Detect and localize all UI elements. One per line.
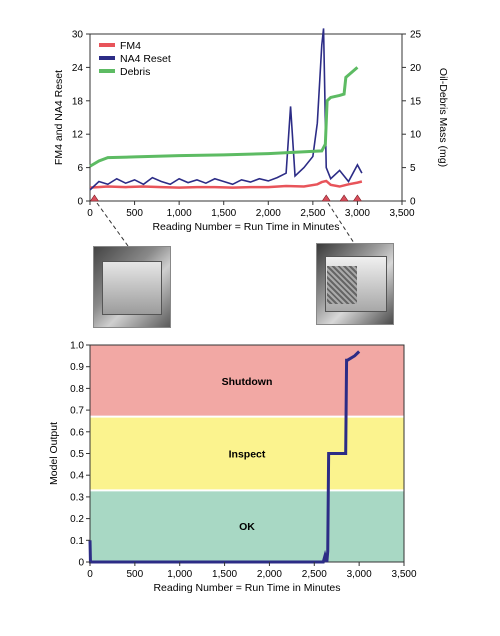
model-output-chart: OK Inspect Shutdown 0 500 1,000 1,500 2,000 2,50… bbox=[48, 341, 417, 595]
zone-label: OK bbox=[239, 521, 255, 533]
y-left-axis-label: FM4 and NA4 Reset bbox=[53, 70, 65, 165]
y-left-tick-label: 24 bbox=[72, 63, 84, 74]
x-tick-label: 1,500 bbox=[211, 208, 236, 219]
y-axis-label: Model Output bbox=[48, 422, 60, 485]
photo-connector-right bbox=[327, 202, 355, 244]
y-right-axis-label: Oil-Debris Mass (mg) bbox=[437, 68, 449, 167]
event-marker bbox=[321, 194, 331, 202]
series-line-fm4 bbox=[89, 179, 363, 189]
y-right-tick-label: 10 bbox=[410, 130, 422, 141]
x-tick-label: 0 bbox=[87, 208, 93, 219]
plot-frame bbox=[89, 33, 403, 202]
series-line-debris bbox=[89, 66, 359, 168]
y-tick-label: 0.6 bbox=[70, 427, 84, 438]
event-marker bbox=[89, 194, 100, 202]
x-tick-label: 2,000 bbox=[256, 208, 281, 219]
y-left-tick-label: 12 bbox=[72, 130, 84, 141]
y-left-tick-label: 30 bbox=[72, 30, 84, 41]
y-tick-label: 0.5 bbox=[70, 449, 84, 460]
x-tick-label: 2,500 bbox=[300, 208, 325, 219]
y-tick-label: 0.1 bbox=[70, 536, 84, 547]
y-right-tick-label: 0 bbox=[410, 197, 416, 208]
x-tick-label: 3,500 bbox=[389, 208, 414, 219]
y-tick-label: 0 bbox=[78, 558, 84, 569]
series-line-model-output bbox=[88, 350, 361, 564]
legend-label: NA4 Reset bbox=[120, 53, 171, 65]
x-tick-label: 500 bbox=[127, 569, 144, 580]
y-right-tick-label: 25 bbox=[410, 30, 422, 41]
zone-label: Shutdown bbox=[222, 376, 273, 388]
x-tick-label: 2,000 bbox=[257, 569, 282, 580]
x-axis-label: Reading Number = Run Time in Minutes bbox=[152, 221, 339, 233]
y-left-tick-label: 18 bbox=[72, 96, 84, 107]
y-right-tick-label: 20 bbox=[410, 63, 422, 74]
debris-chart: 0 500 1,000 1,500 2,000 2,500 3,000 3,500061218… bbox=[53, 28, 449, 233]
photo-connector-left bbox=[96, 202, 129, 247]
x-axis-label: Reading Number = Run Time in Minutes bbox=[153, 582, 340, 594]
y-tick-label: 0.9 bbox=[70, 362, 84, 373]
x-tick-label: 3,000 bbox=[345, 208, 370, 219]
series-line-na4-reset bbox=[89, 28, 363, 191]
zone-inspect bbox=[90, 416, 404, 491]
gear-tooth-photo-damaged bbox=[316, 243, 394, 325]
y-tick-label: 0.7 bbox=[70, 406, 84, 417]
y-tick-label: 0.4 bbox=[70, 471, 84, 482]
x-tick-label: 1,000 bbox=[167, 208, 192, 219]
legend-label: FM4 bbox=[120, 40, 141, 52]
x-tick-label: 1,500 bbox=[212, 569, 237, 580]
x-tick-label: 0 bbox=[87, 569, 93, 580]
y-tick-label: 1.0 bbox=[70, 341, 84, 352]
gear-tooth-photo-early bbox=[93, 246, 171, 328]
legend-label: Debris bbox=[120, 66, 150, 78]
zone-ok bbox=[90, 490, 404, 562]
y-right-tick-label: 5 bbox=[410, 163, 416, 174]
x-tick-label: 1,000 bbox=[167, 569, 192, 580]
y-tick-label: 0.3 bbox=[70, 492, 84, 503]
x-tick-label: 3,000 bbox=[347, 569, 372, 580]
y-left-tick-label: 6 bbox=[77, 163, 83, 174]
x-tick-label: 3,500 bbox=[391, 569, 416, 580]
y-right-tick-label: 15 bbox=[410, 96, 422, 107]
y-tick-label: 0.8 bbox=[70, 384, 84, 395]
y-left-tick-label: 0 bbox=[77, 197, 83, 208]
zone-label: Inspect bbox=[229, 449, 266, 461]
y-tick-label: 0.2 bbox=[70, 514, 84, 525]
x-tick-label: 2,500 bbox=[302, 569, 327, 580]
event-marker bbox=[352, 194, 362, 202]
x-tick-label: 500 bbox=[126, 208, 143, 219]
event-marker bbox=[339, 194, 349, 202]
